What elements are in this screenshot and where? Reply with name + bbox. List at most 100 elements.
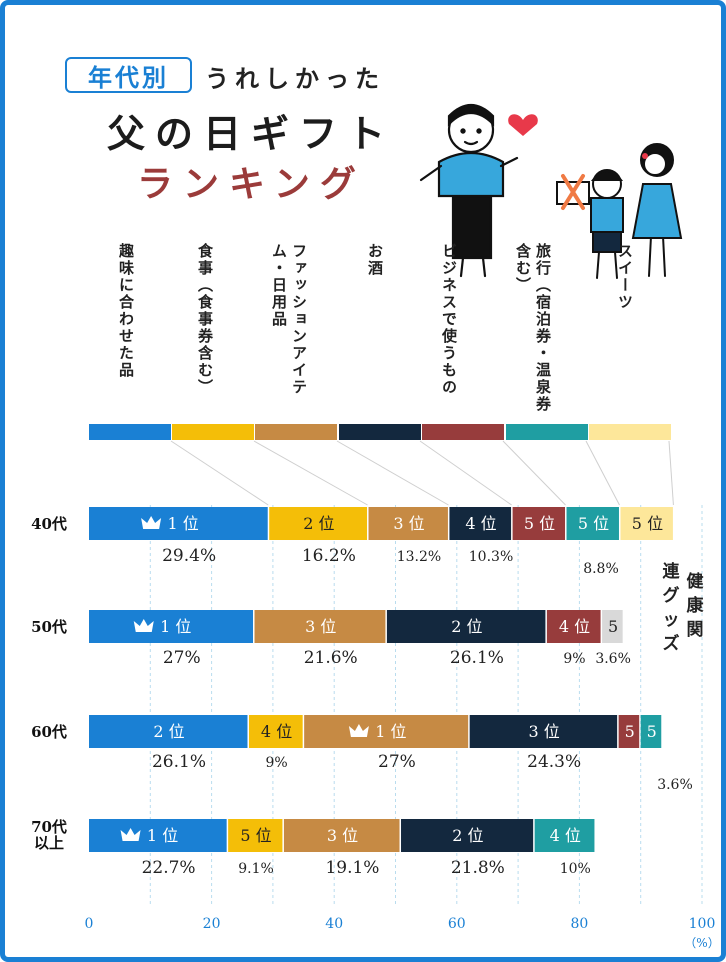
bar-rank-label: 5 [625,722,635,741]
shared-value-label: 8.8% [583,561,619,577]
bar-segment [534,819,595,852]
crown-icon [120,828,141,841]
legend-swatch-fashion [255,424,337,440]
extra-category-char: グ [663,585,680,606]
bar-segment [640,715,662,748]
extra-category-char: 健 [687,571,704,592]
heart-icon [508,114,538,136]
row-label: 50代 [31,618,67,636]
bar-rank-label: 2 位 [303,514,334,533]
page-title: 父の日ギフト [107,111,396,156]
category-label-alcohol: お酒 [366,243,384,277]
row-label: 以上 [34,834,64,852]
extra-category-char: 連 [663,561,681,582]
bar-segment [89,610,254,643]
father-figure [419,103,519,278]
x-tick-label: 0 [85,916,94,932]
bar-segment [304,715,469,748]
child-figure [556,169,624,279]
bar-rank-label: 4 位 [261,722,292,741]
value-label: 10.3% [469,549,513,565]
x-tick-label: 60 [448,916,466,932]
girl-figure [631,143,683,277]
connector-line [170,440,269,506]
bar-rank-label: 3 位 [305,617,336,636]
connector-line [253,440,368,506]
stacked-bar-chart: 0 20 40 60 80 100 （%） 40代 1 位 29.4% 2 位 16.2% 3 位 13.… [31,440,720,950]
legend-swatch-alcohol [339,424,421,440]
connector-line [502,440,566,506]
bar-segment [228,819,283,852]
value-label: 16.2% [302,546,356,566]
category-label-business: ビジネスで使うもの [440,243,458,396]
crown-icon [133,619,154,632]
extra-category-char: 康 [687,595,705,616]
connector-line [336,440,449,506]
value-label: 27% [378,752,416,772]
bar-segment [449,507,512,540]
crown-icon [348,724,369,737]
category-label-travel: 旅行（宿泊券・温泉券含む） [514,243,552,413]
extra-category-char: ッ [663,610,680,630]
value-label: 10% [560,861,591,877]
bar-segment [386,610,546,643]
x-axis-unit: （%） [684,936,719,950]
value-label: 9.1% [238,861,274,877]
bar-segment [566,507,619,540]
bar-rank-label: 3 位 [327,826,358,845]
crown-icon [141,516,162,529]
category-label-hobby: 趣味に合わせた品 [117,243,135,379]
family-illustration [419,103,683,279]
x-tick-label: 100 [689,916,716,932]
title-ranking: ランキング [137,163,366,205]
value-label: 29.4% [162,546,216,566]
bar-segment [401,819,534,852]
bar-rank-label: 3 位 [393,514,424,533]
bar-segment [512,507,566,540]
extra-category-char: ズ [663,633,680,654]
bar-rank-label: 5 位 [524,514,555,533]
bar-segment [283,819,400,852]
value-label: 3.6% [595,651,631,667]
legend-swatch-hobby [89,424,171,440]
title-badge: 年代別 [65,57,192,93]
bar-segment [248,715,303,748]
legend-swatch-travel [506,424,588,440]
bar-rank-label: 5 [647,722,657,741]
value-label: 21.6% [304,648,358,668]
bar-segment [602,610,623,643]
row-label: 60代 [31,723,67,741]
value-label: 13.2% [397,549,441,565]
bar-segment [469,715,618,748]
x-tick-label: 40 [325,916,343,932]
legend-swatch-meal [172,424,254,440]
extra-category-char: 関 [687,620,704,640]
bar-rank-label: 4 位 [465,514,496,533]
bar-segment [89,715,248,748]
connector-line [419,440,512,506]
bar-rank-label: 5 位 [240,826,271,845]
shared-value-label: 3.6% [657,777,693,793]
bar-segment [618,715,640,748]
bar-segment [269,507,368,540]
value-label: 26.1% [450,648,504,668]
bar-rank-label: 1 位 [167,514,198,533]
bar-rank-label: 2 位 [153,722,184,741]
bar-rank-label: 1 位 [147,826,178,845]
bar-rank-label: 4 位 [550,826,581,845]
bar-segment [89,819,227,852]
value-label: 9% [563,651,585,667]
bar-segment [89,507,268,540]
category-label-meal: 食事（食事券含む） [196,243,214,396]
bar-segment [546,610,601,643]
legend-swatch-business [422,424,504,440]
bar-rank-label: 5 位 [632,514,663,533]
bar-rank-label: 2 位 [451,617,482,636]
title-subtitle: うれしかった [205,64,385,93]
bar-segment [254,610,386,643]
value-label: 27% [163,648,201,668]
row-label: 40代 [31,515,67,533]
bar-rank-label: 1 位 [375,722,406,741]
legend-swatch-sweets [589,424,671,440]
